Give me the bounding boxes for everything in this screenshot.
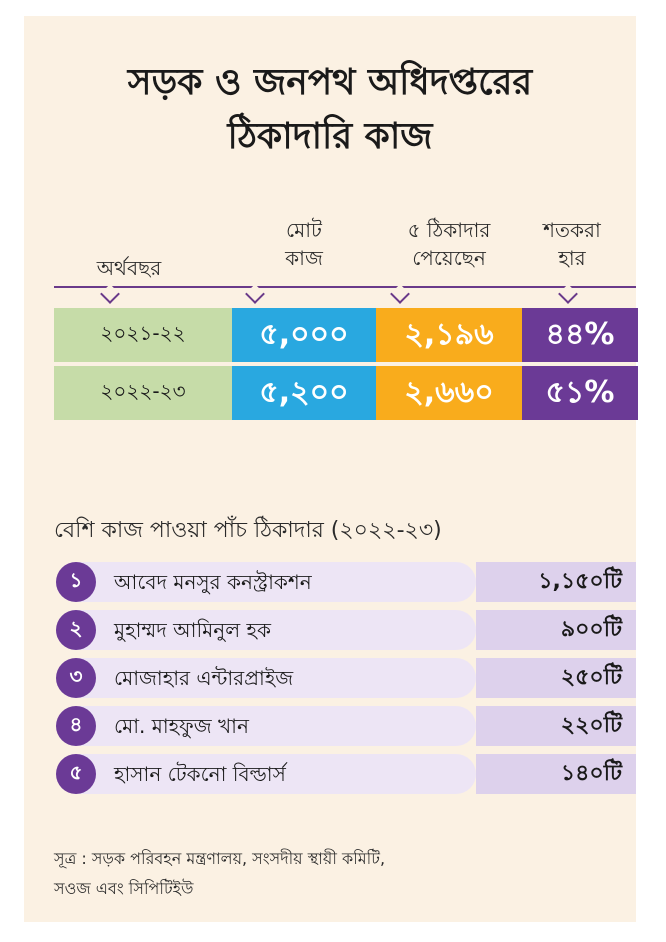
contract-count: ১,১৫০টি [476, 562, 636, 602]
cell-percentage: ৪৪% [522, 308, 638, 362]
contractor-name: আবেদ মনসুর কনস্ট্রাকশন [114, 570, 312, 594]
chart-title: সড়ক ও জনপথ অধিদপ্তরের ঠিকাদারি কাজ [24, 56, 636, 164]
rank-badge: ৫ [56, 754, 96, 794]
contract-count: ২৫০টি [476, 658, 636, 698]
title-line-1: সড়ক ও জনপথ অধিদপ্তরের [127, 62, 533, 103]
cell-total: ৫,২০০ [232, 366, 376, 420]
header-year: অর্থবছর [96, 256, 162, 280]
contractor-name-background [56, 610, 476, 650]
rank-badge: ৩ [56, 658, 96, 698]
cell-total: ৫,০০০ [232, 308, 376, 362]
source-line-1: সূত্র : সড়ক পরিবহন মন্ত্রণালয়, সংসদীয়… [54, 849, 386, 868]
contract-count: ১৪০টি [476, 754, 636, 794]
title-line-2: ঠিকাদারি কাজ [227, 116, 433, 157]
header-pct-line2: হার [558, 246, 586, 270]
contractor-name: হাসান টেকনো বিল্ডার্স [114, 762, 286, 786]
rank-badge: ২ [56, 610, 96, 650]
cell-percentage: ৫১% [522, 366, 638, 420]
source-note: সূত্র : সড়ক পরিবহন মন্ত্রণালয়, সংসদীয়… [54, 844, 614, 904]
header-five: ৫ ঠিকাদার পেয়েছেন [366, 216, 532, 272]
contractor-name-background [56, 754, 476, 794]
contractor-name: মো. মাহফুজ খান [114, 714, 249, 738]
header-five-line2: পেয়েছেন [412, 246, 486, 270]
list-item: ১ আবেদ মনসুর কনস্ট্রাকশন ১,১৫০টি [56, 562, 636, 602]
cell-five-contractors: ২,১৯৬ [376, 308, 522, 362]
contractors-subtitle: বেশি কাজ পাওয়া পাঁচ ঠিকাদার (২০২২-২৩) [54, 518, 442, 543]
header-total-line1: মোট [286, 218, 322, 242]
rank-badge: ১ [56, 562, 96, 602]
contract-count: ২২০টি [476, 706, 636, 746]
contractor-name: মোজাহার এন্টারপ্রাইজ [114, 666, 294, 690]
header-pct-line1: শতকরা [543, 218, 601, 242]
header-pct: শতকরা হার [514, 216, 630, 272]
contractor-name-background [56, 658, 476, 698]
contractor-name-background [56, 706, 476, 746]
list-item: ৪ মো. মাহফুজ খান ২২০টি [56, 706, 636, 746]
header-divider [54, 286, 636, 288]
contractor-name: মুহাম্মদ আমিনুল হক [114, 618, 271, 642]
table-row: ২০২১-২২ ৫,০০০ ২,১৯৬ ৪৪% [54, 308, 638, 362]
header-total: মোট কাজ [232, 216, 376, 272]
header-total-line2: কাজ [285, 246, 323, 270]
list-item: ২ মুহাম্মদ আমিনুল হক ৯০০টি [56, 610, 636, 650]
infographic-card: সড়ক ও জনপথ অধিদপ্তরের ঠিকাদারি কাজ অর্থ… [24, 16, 638, 922]
list-item: ৩ মোজাহার এন্টারপ্রাইজ ২৫০টি [56, 658, 636, 698]
source-line-2: সওজ এবং সিপিটিইউ [54, 879, 194, 898]
contract-count: ৯০০টি [476, 610, 636, 650]
rank-badge: ৪ [56, 706, 96, 746]
header-five-line1: ৫ ঠিকাদার [407, 218, 491, 242]
table-row: ২০২২-২৩ ৫,২০০ ২,৬৬০ ৫১% [54, 366, 638, 420]
cell-year: ২০২২-২৩ [54, 366, 232, 420]
list-item: ৫ হাসান টেকনো বিল্ডার্স ১৪০টি [56, 754, 636, 794]
cell-year: ২০২১-২২ [54, 308, 232, 362]
contractor-name-background [56, 562, 476, 602]
cell-five-contractors: ২,৬৬০ [376, 366, 522, 420]
